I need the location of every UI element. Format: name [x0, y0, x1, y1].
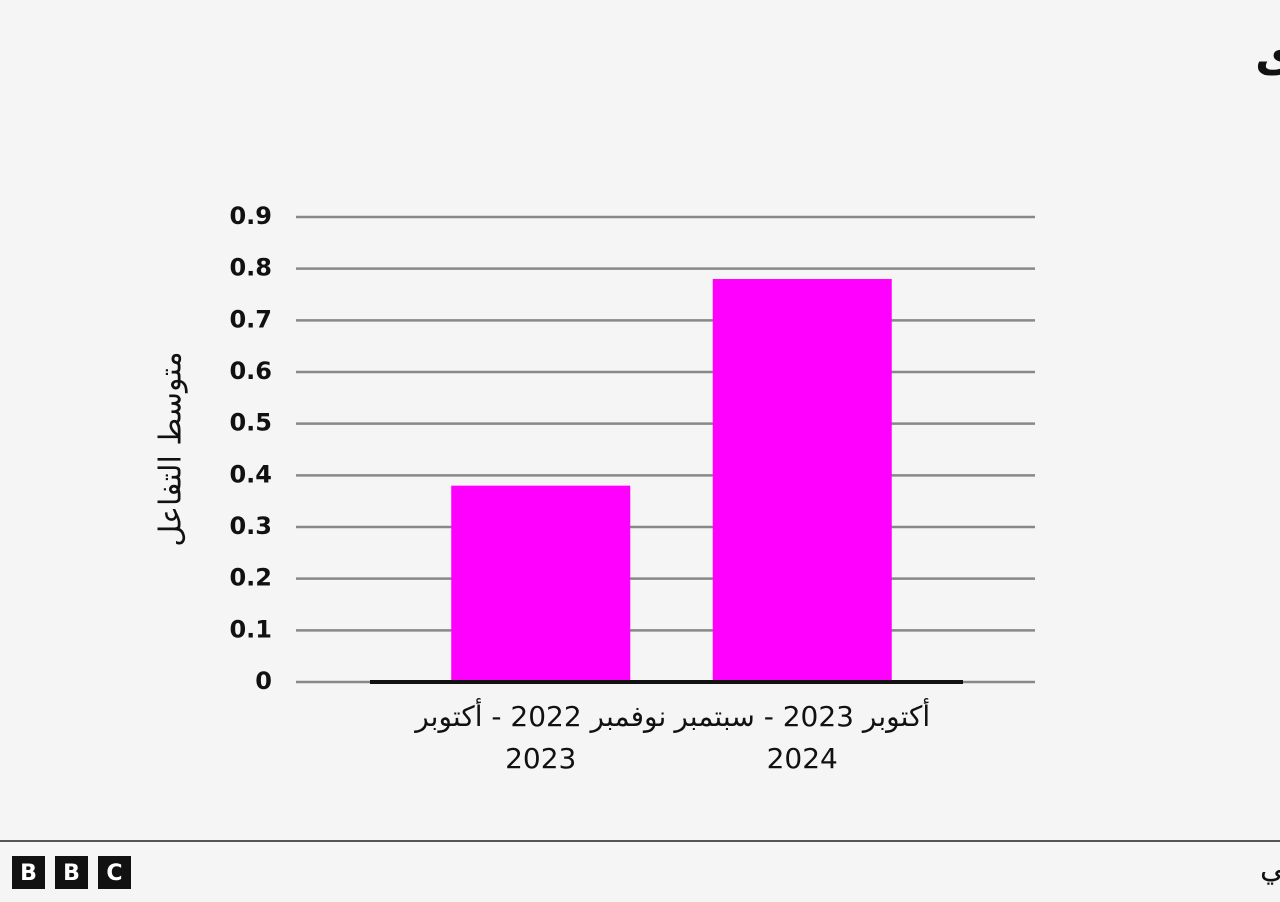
y-tick-label: 0.4 [229, 460, 272, 488]
source: بيانات جمعتها بي بي سي [1260, 851, 1280, 886]
y-tick-label: 0.6 [229, 357, 272, 385]
y-tick-label: 0.9 [229, 202, 272, 230]
logo-box [12, 856, 45, 889]
bar [712, 279, 892, 682]
chart-title: صفحات عربية أخرى [1255, 25, 1280, 82]
logo-letter: B [20, 861, 37, 886]
y-tick-label: 0 [255, 667, 272, 695]
y-tick-label: 0.1 [229, 615, 272, 643]
y-tick-label: 0.7 [229, 305, 272, 333]
logo-letter: B [63, 861, 80, 886]
y-tick-label: 0.5 [229, 409, 272, 437]
y-tick-label: 0.3 [229, 512, 272, 540]
y-tick-label: 0.2 [229, 564, 272, 592]
bar [451, 485, 631, 682]
x-tick-label: نوفمبر 2022 - أكتوبر 2023 [415, 700, 667, 775]
y-tick-label: 0.8 [229, 254, 272, 282]
x-tick-label: أكتوبر 2023 - سبتمبر 2024 [674, 700, 931, 775]
logo-box [55, 856, 88, 889]
logo-letter: C [106, 861, 122, 886]
logo-box [98, 856, 131, 889]
y-axis-label: متوسط التفاعل [154, 351, 189, 546]
